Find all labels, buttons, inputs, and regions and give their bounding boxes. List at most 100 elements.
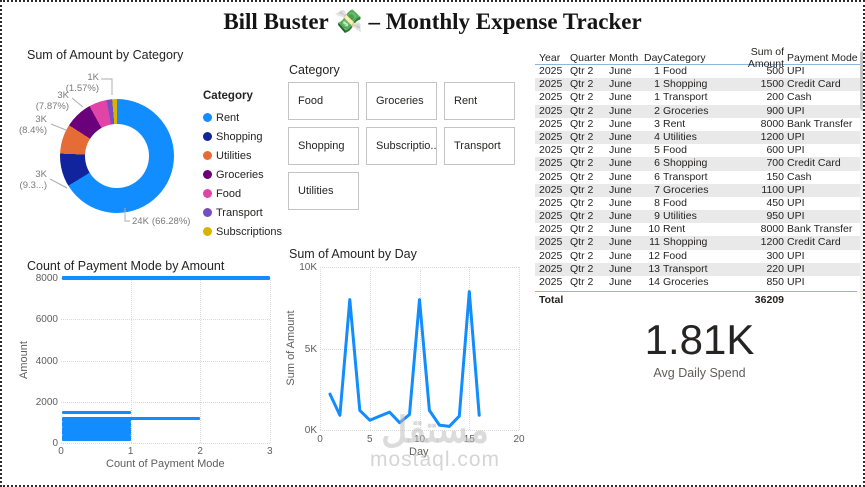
table-cell: 2025 <box>539 196 563 209</box>
column-header[interactable]: Category <box>663 52 706 64</box>
column-header[interactable]: Payment Mode <box>787 52 858 64</box>
table-cell: 2025 <box>539 223 563 236</box>
table-row[interactable]: 2025 Qtr 2 June 6 Shopping 700 Credit Card <box>535 157 863 171</box>
table-row[interactable]: 2025 Qtr 2 June 13 Transport 220 UPI <box>535 262 863 276</box>
bar-amount-700[interactable] <box>62 427 131 431</box>
table-cell: June <box>609 210 632 223</box>
table-cell: Qtr 2 <box>570 249 594 262</box>
table-row[interactable]: 2025 Qtr 2 June 5 Food 600 UPI <box>535 144 863 157</box>
table-scrollbar-thumb[interactable] <box>860 51 863 111</box>
bar-amount-8000[interactable] <box>62 276 270 281</box>
bar-amount-600[interactable] <box>62 429 131 433</box>
slicer-option-subscriptio[interactable]: Subscriptio... <box>366 127 437 165</box>
table-cell: 2025 <box>539 157 563 170</box>
table-row[interactable]: 2025 Qtr 2 June 9 Utilities 950 UPI <box>535 210 863 224</box>
legend-dot <box>203 113 212 122</box>
legend-label: Food <box>216 187 242 200</box>
table-cell: 2025 <box>539 262 563 275</box>
bar-gridline-h <box>61 360 270 362</box>
column-header[interactable]: Day <box>644 52 663 64</box>
table-cell: 2025 <box>539 170 563 183</box>
line-x-axis-title: Day <box>409 446 429 458</box>
table-cell: June <box>609 78 632 91</box>
table-row[interactable]: 2025 Qtr 2 June 2 Groceries 900 UPI <box>535 104 863 118</box>
bar-x-tick-label: 1 <box>127 446 134 457</box>
table-cell: 11 <box>649 236 660 249</box>
legend-dot <box>203 208 212 217</box>
table-cell: June <box>609 117 632 130</box>
legend-item-groceries[interactable]: Groceries <box>203 165 283 184</box>
column-header[interactable]: Quarter <box>570 52 606 64</box>
table-cell: UPI <box>787 65 805 77</box>
table-cell: Bank Transfer <box>787 223 853 236</box>
line-x-tick-label: 10 <box>413 434 426 445</box>
bar-amount-1100[interactable] <box>62 418 131 422</box>
table-cell: Shopping <box>663 236 708 249</box>
table-row[interactable]: 2025 Qtr 2 June 14 Groceries 850 UPI <box>535 276 863 289</box>
line-plot-area[interactable]: 0 5 10 15 20 0K 5K 10K <box>285 242 529 472</box>
bar-amount-1200[interactable] <box>62 416 201 420</box>
table-cell: 6 <box>654 157 660 170</box>
table-row[interactable]: 2025 Qtr 2 June 4 Utilities 1200 UPI <box>535 130 863 145</box>
table-cell: Credit Card <box>787 157 841 170</box>
line-gridline-h <box>320 348 519 350</box>
table-cell: June <box>609 196 632 209</box>
slicer-option-food[interactable]: Food <box>288 82 359 120</box>
bar-amount-850[interactable] <box>62 424 131 427</box>
table-cell: 5 <box>654 144 660 157</box>
table-cell: June <box>609 144 632 157</box>
line-x-tick-label: 5 <box>366 434 373 445</box>
line-y-tick-label: 0K <box>304 425 317 436</box>
bar-amount-150[interactable] <box>62 438 131 442</box>
table-cell: Qtr 2 <box>570 130 594 143</box>
line-series-svg[interactable] <box>285 242 529 472</box>
table-row[interactable]: 2025 Qtr 2 June 1 Transport 200 Cash <box>535 91 863 104</box>
slicer-option-utilities[interactable]: Utilities <box>288 172 359 210</box>
bar-amount-1500[interactable] <box>62 410 131 414</box>
slicer-option-transport[interactable]: Transport <box>444 127 515 165</box>
slicer-title: Category <box>289 63 340 77</box>
table-cell: Shopping <box>663 157 708 170</box>
table-row[interactable]: 2025 Qtr 2 June 7 Groceries 1100 UPI <box>535 183 863 197</box>
legend-item-utilities[interactable]: Utilities <box>203 146 283 165</box>
table-row[interactable]: 2025 Qtr 2 June 1 Shopping 1500 Credit Card <box>535 78 863 92</box>
legend-item-food[interactable]: Food <box>203 184 283 203</box>
expense-table: Year Quarter Month Day Category Sum of Amount… <box>535 46 863 308</box>
table-row[interactable]: 2025 Qtr 2 June 11 Shopping 1200 Credit Card <box>535 236 863 250</box>
legend-item-transport[interactable]: Transport <box>203 203 283 222</box>
table-cell: UPI <box>787 130 805 143</box>
bar-amount-450[interactable] <box>62 432 131 436</box>
table-row[interactable]: 2025 Qtr 2 June 8 Food 450 UPI <box>535 196 863 210</box>
table-cell: Cash <box>787 170 812 183</box>
donut-hole <box>85 124 149 188</box>
legend-item-shopping[interactable]: Shopping <box>203 127 283 146</box>
donut-chart-title: Sum of Amount by Category <box>27 48 184 62</box>
donut-chart-visual: Sum of Amount by Category 1K (1.57%) 3K (7… <box>10 40 282 242</box>
slicer-option-groceries[interactable]: Groceries <box>366 82 437 120</box>
slicer-option-shopping[interactable]: Shopping <box>288 127 359 165</box>
column-header[interactable]: Sum of Amount <box>747 46 784 70</box>
line-series[interactable] <box>328 290 481 428</box>
table-cell: 2025 <box>539 210 563 223</box>
table-row[interactable]: 2025 Qtr 2 June 12 Food 300 UPI <box>535 249 863 263</box>
legend-item-rent[interactable]: Rent <box>203 108 283 127</box>
donut-callout-shopping: 3K (9.3...) <box>19 169 47 191</box>
table-scrollbar[interactable] <box>860 46 863 304</box>
bar-plot-area[interactable]: 0 1 2 3 0 2000 4000 6000 8000 <box>12 254 280 472</box>
table-cell: 3 <box>654 117 660 130</box>
table-row[interactable]: 2025 Qtr 2 June 1 Food 500 UPI <box>535 65 863 78</box>
table-row[interactable]: 2025 Qtr 2 June 6 Transport 150 Cash <box>535 170 863 184</box>
table-cell: Rent <box>663 223 686 236</box>
column-header[interactable]: Year <box>539 52 561 64</box>
legend-item-subscriptions[interactable]: Subscriptions <box>203 222 283 241</box>
table-cell: Transport <box>663 262 708 275</box>
table-cell: June <box>609 91 632 104</box>
table-cell: Transport <box>663 170 708 183</box>
table-cell: 2025 <box>539 183 563 196</box>
column-header[interactable]: Month <box>609 52 639 64</box>
table-row[interactable]: 2025 Qtr 2 June 3 Rent 8000 Bank Transfer <box>535 117 863 131</box>
table-row[interactable]: 2025 Qtr 2 June 10 Rent 8000 Bank Transfer <box>535 223 863 236</box>
bar-amount-300[interactable] <box>62 435 131 439</box>
table-cell: Qtr 2 <box>570 210 594 223</box>
slicer-option-rent[interactable]: Rent <box>444 82 515 120</box>
